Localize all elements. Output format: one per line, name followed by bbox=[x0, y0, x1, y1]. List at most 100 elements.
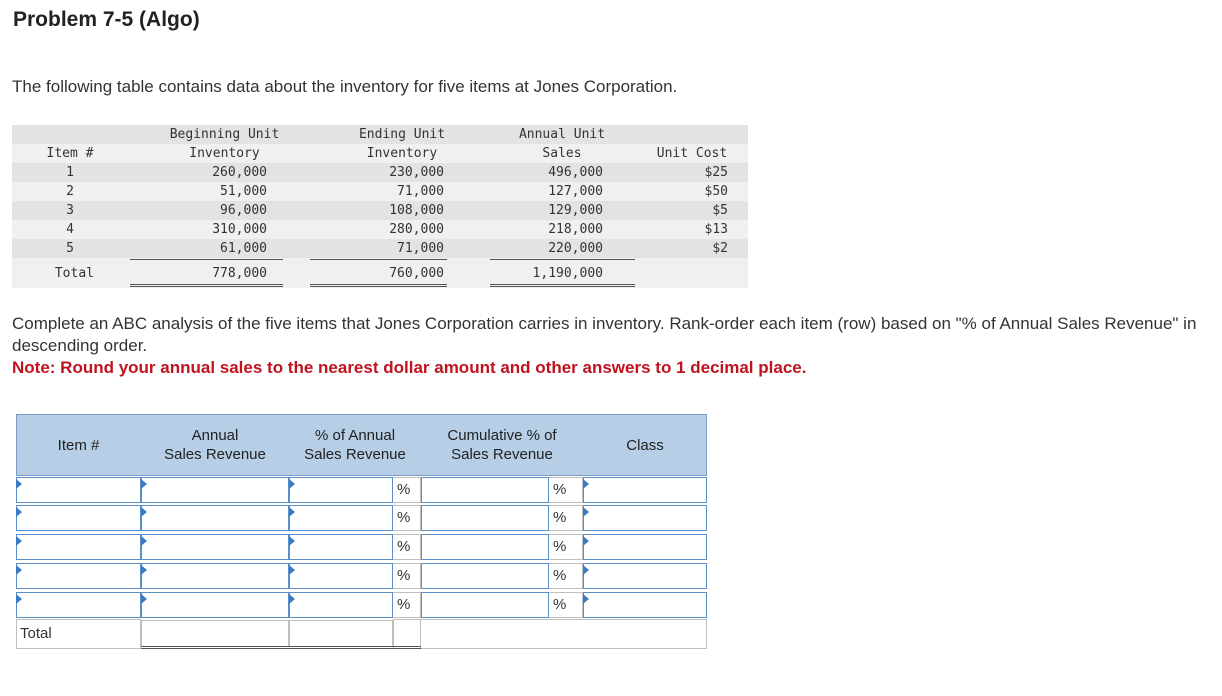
row3-cost: $5 bbox=[712, 203, 728, 218]
row1-cost: $25 bbox=[704, 165, 728, 180]
row2-item-input[interactable] bbox=[16, 505, 141, 531]
abc-header-class: Class bbox=[583, 414, 707, 476]
row5-class-input[interactable] bbox=[583, 592, 707, 618]
row3-pct-symbol: % bbox=[393, 534, 421, 560]
row4-item-input[interactable] bbox=[16, 563, 141, 589]
row5-cumulative-input[interactable] bbox=[421, 592, 549, 618]
row1-beginning: 260,000 bbox=[212, 165, 267, 180]
row4-pct-flag-icon bbox=[289, 565, 295, 575]
row2-class-input[interactable] bbox=[583, 505, 707, 531]
inventory-table: Item # Beginning Unit Inventory Ending U… bbox=[12, 125, 748, 288]
row2-beginning: 51,000 bbox=[220, 184, 267, 199]
row2-pct-flag-icon bbox=[289, 507, 295, 517]
row2-sales: 127,000 bbox=[548, 184, 603, 199]
row2-cumulative-symbol: % bbox=[549, 505, 583, 531]
row1-pct-input[interactable] bbox=[289, 477, 393, 503]
row4-beginning: 310,000 bbox=[212, 222, 267, 237]
row1-ending: 230,000 bbox=[389, 165, 444, 180]
row3-pct-input[interactable] bbox=[289, 534, 393, 560]
row1-cumulative-symbol: % bbox=[549, 477, 583, 503]
row4-class-flag-icon bbox=[583, 565, 589, 575]
row2-item: 2 bbox=[66, 184, 74, 199]
row4-revenue-flag-icon bbox=[141, 565, 147, 575]
header-ending-line1: Ending Unit bbox=[358, 127, 446, 142]
row2-pct-symbol: % bbox=[393, 505, 421, 531]
row4-cost: $13 bbox=[704, 222, 728, 237]
abc-header-item: Item # bbox=[16, 414, 141, 476]
abc-header-revenue-line2: Sales Revenue bbox=[164, 446, 266, 463]
row5-cumulative-symbol: % bbox=[549, 592, 583, 618]
row5-pct-symbol: % bbox=[393, 592, 421, 618]
header-beginning-line1: Beginning Unit bbox=[169, 127, 280, 142]
row2-cumulative-input[interactable] bbox=[421, 505, 549, 531]
row5-pct-input[interactable] bbox=[289, 592, 393, 618]
total-beginning: 778,000 bbox=[212, 266, 267, 281]
row3-ending: 108,000 bbox=[389, 203, 444, 218]
rounding-note: Note: Round your annual sales to the nea… bbox=[12, 358, 807, 377]
row1-item-input[interactable] bbox=[16, 477, 141, 503]
row1-class-flag-icon bbox=[583, 479, 589, 489]
row1-revenue-flag-icon bbox=[141, 479, 147, 489]
intro-text: The following table contains data about … bbox=[12, 77, 678, 96]
header-beginning-line2: Inventory bbox=[189, 146, 260, 161]
row1-revenue-input[interactable] bbox=[141, 477, 289, 503]
row2-revenue-flag-icon bbox=[141, 507, 147, 517]
row4-item: 4 bbox=[66, 222, 74, 237]
row3-item: 3 bbox=[66, 203, 74, 218]
row4-revenue-input[interactable] bbox=[141, 563, 289, 589]
abc-header-pct-line1: % of Annual bbox=[314, 427, 396, 444]
row1-item: 1 bbox=[66, 165, 74, 180]
row1-sales: 496,000 bbox=[548, 165, 603, 180]
abc-total-label: Total bbox=[16, 619, 141, 649]
row1-pct-symbol: % bbox=[393, 477, 421, 503]
abc-header-cumulative-line2: Sales Revenue bbox=[451, 446, 553, 463]
row2-ending: 71,000 bbox=[397, 184, 444, 199]
total-label: Total bbox=[54, 266, 94, 281]
row5-beginning: 61,000 bbox=[220, 241, 267, 256]
row1-cumulative-input[interactable] bbox=[421, 477, 549, 503]
row5-class-flag-icon bbox=[583, 594, 589, 604]
row4-cumulative-input[interactable] bbox=[421, 563, 549, 589]
abc-header-revenue: Annual Sales Revenue bbox=[141, 414, 289, 476]
row3-cumulative-input[interactable] bbox=[421, 534, 549, 560]
row4-cumulative-symbol: % bbox=[549, 563, 583, 589]
rule-ending bbox=[310, 259, 447, 260]
row3-cumulative-symbol: % bbox=[549, 534, 583, 560]
abc-header-cumulative-line1: Cumulative % of bbox=[447, 427, 557, 444]
abc-header-item-text: Item # bbox=[57, 436, 100, 454]
row4-pct-input[interactable] bbox=[289, 563, 393, 589]
header-sales-line1: Annual Unit bbox=[518, 127, 606, 142]
header-unit-cost: Unit Cost bbox=[656, 146, 728, 161]
row3-item-input[interactable] bbox=[16, 534, 141, 560]
row3-revenue-input[interactable] bbox=[141, 534, 289, 560]
total-pct-suffix-box bbox=[393, 619, 421, 649]
row5-item-input[interactable] bbox=[16, 592, 141, 618]
row5-sales: 220,000 bbox=[548, 241, 603, 256]
row5-revenue-flag-icon bbox=[141, 594, 147, 604]
total-revenue-input[interactable] bbox=[141, 620, 289, 647]
row3-sales: 129,000 bbox=[548, 203, 603, 218]
total-empty-cells bbox=[421, 619, 707, 649]
header-sales-line2: Sales bbox=[542, 146, 582, 161]
row5-item-flag-icon bbox=[16, 594, 22, 604]
row2-pct-input[interactable] bbox=[289, 505, 393, 531]
row3-class-input[interactable] bbox=[583, 534, 707, 560]
total-pct-input[interactable] bbox=[289, 620, 393, 647]
row2-cost: $50 bbox=[704, 184, 728, 199]
total-ending: 760,000 bbox=[389, 266, 444, 281]
header-ending-line2: Inventory bbox=[366, 146, 438, 161]
row3-pct-flag-icon bbox=[289, 536, 295, 546]
double-rule-ending bbox=[310, 284, 447, 287]
row2-revenue-input[interactable] bbox=[141, 505, 289, 531]
row5-pct-flag-icon bbox=[289, 594, 295, 604]
row3-class-flag-icon bbox=[583, 536, 589, 546]
row1-class-input[interactable] bbox=[583, 477, 707, 503]
row1-item-flag-icon bbox=[16, 479, 22, 489]
total-sales: 1,190,000 bbox=[532, 266, 603, 281]
abc-header-pct-line2: Sales Revenue bbox=[304, 446, 406, 463]
row2-class-flag-icon bbox=[583, 507, 589, 517]
row5-revenue-input[interactable] bbox=[141, 592, 289, 618]
abc-header-revenue-line1: Annual bbox=[191, 427, 239, 444]
row4-class-input[interactable] bbox=[583, 563, 707, 589]
row4-sales: 218,000 bbox=[548, 222, 603, 237]
